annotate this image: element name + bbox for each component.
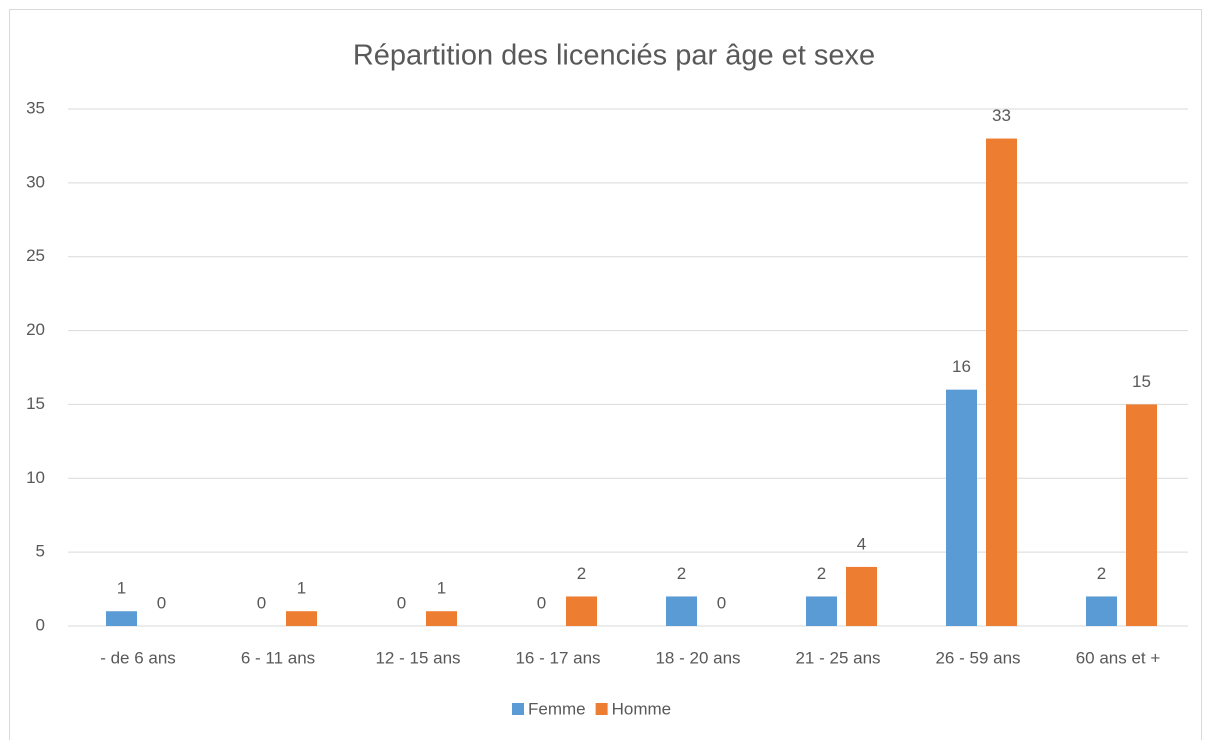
data-label: 2 bbox=[817, 564, 826, 583]
chart-frame bbox=[9, 9, 1202, 740]
data-label: 0 bbox=[717, 593, 726, 612]
data-label: 1 bbox=[117, 579, 126, 598]
data-label: 2 bbox=[677, 564, 686, 583]
x-tick-label: 18 - 20 ans bbox=[655, 648, 740, 667]
x-tick-label: 21 - 25 ans bbox=[795, 648, 880, 667]
data-label: 4 bbox=[857, 534, 866, 553]
data-label: 1 bbox=[297, 579, 306, 598]
bar bbox=[286, 611, 317, 626]
legend-label: Femme bbox=[528, 699, 586, 718]
y-tick-label: 25 bbox=[26, 246, 45, 265]
x-tick-label: 6 - 11 ans bbox=[241, 648, 315, 667]
y-tick-label: 10 bbox=[26, 468, 45, 487]
data-label: 0 bbox=[157, 593, 166, 612]
y-tick-label: 0 bbox=[36, 615, 45, 634]
data-label: 33 bbox=[992, 106, 1011, 125]
y-tick-label: 15 bbox=[26, 394, 45, 413]
bar bbox=[806, 596, 837, 626]
legend-swatch bbox=[595, 703, 608, 715]
x-tick-label: 60 ans et + bbox=[1076, 648, 1161, 667]
chart-title: Répartition des licenciés par âge et sex… bbox=[353, 40, 875, 72]
data-label: 2 bbox=[577, 564, 586, 583]
bar bbox=[846, 566, 877, 626]
y-tick-label: 5 bbox=[36, 542, 45, 561]
bar bbox=[666, 596, 697, 626]
x-tick-label: 12 - 15 ans bbox=[375, 648, 460, 667]
data-label: 2 bbox=[1097, 564, 1106, 583]
data-label: 1 bbox=[437, 579, 446, 598]
x-tick-label: 26 - 59 ans bbox=[935, 648, 1020, 667]
x-tick-label: 16 - 17 ans bbox=[515, 648, 600, 667]
y-tick-label: 20 bbox=[26, 320, 45, 339]
data-label: 15 bbox=[1132, 372, 1151, 391]
bar bbox=[566, 596, 597, 626]
data-label: 0 bbox=[257, 593, 266, 612]
bar bbox=[1086, 596, 1117, 626]
bar bbox=[426, 611, 457, 626]
bar bbox=[1126, 404, 1157, 626]
data-label: 16 bbox=[952, 357, 971, 376]
data-label: 0 bbox=[397, 593, 406, 612]
y-tick-label: 30 bbox=[26, 172, 45, 191]
y-tick-label: 35 bbox=[26, 98, 45, 117]
legend-label: Homme bbox=[612, 699, 672, 718]
legend-swatch bbox=[512, 703, 524, 715]
x-tick-label: - de 6 ans bbox=[100, 648, 176, 667]
bar bbox=[986, 138, 1017, 627]
bar bbox=[946, 389, 977, 626]
bar bbox=[106, 611, 137, 626]
data-label: 0 bbox=[537, 593, 546, 612]
